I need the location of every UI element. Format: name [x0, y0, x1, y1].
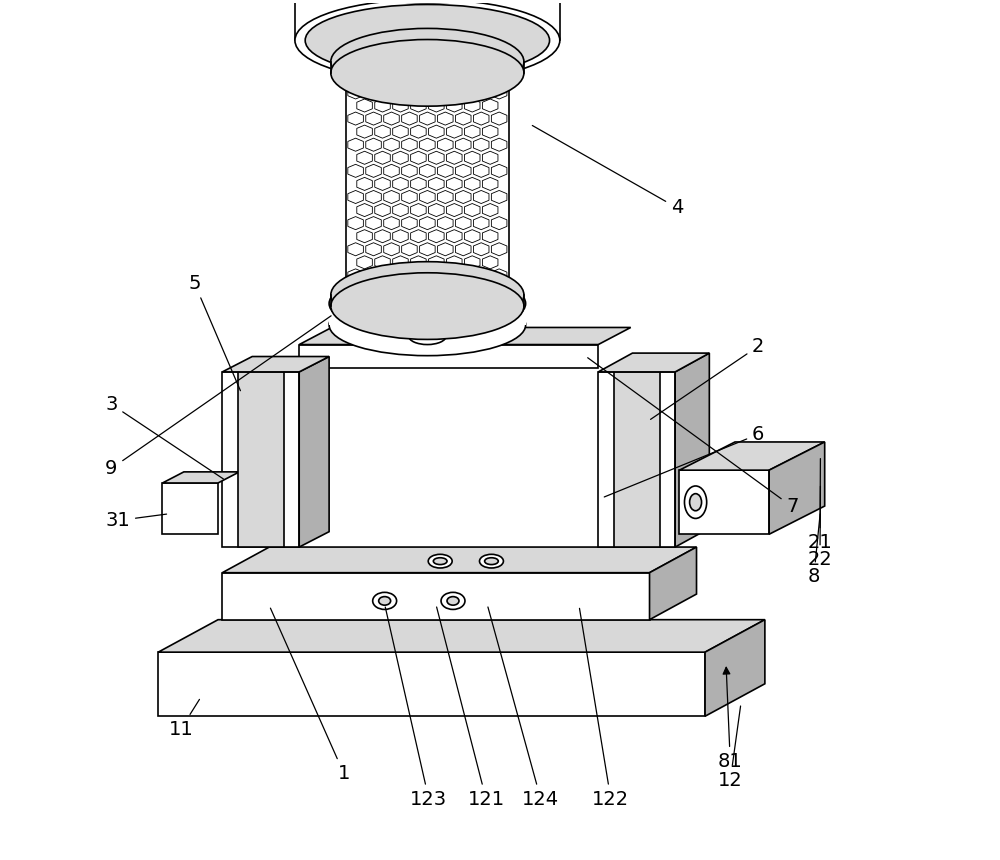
Polygon shape [162, 472, 239, 483]
Bar [162, 483, 218, 534]
Bar [409, 304, 446, 336]
Ellipse shape [331, 40, 524, 106]
Bar [299, 345, 598, 367]
Polygon shape [650, 547, 697, 620]
Text: 22: 22 [808, 486, 832, 569]
Bar [614, 372, 660, 547]
Text: 12: 12 [718, 706, 743, 789]
Ellipse shape [305, 4, 550, 77]
Text: 405: 405 [0, 859, 1, 860]
Bar [158, 652, 705, 716]
Ellipse shape [346, 47, 509, 99]
Ellipse shape [329, 294, 526, 356]
Polygon shape [598, 353, 709, 372]
Polygon shape [329, 304, 526, 325]
Ellipse shape [479, 555, 503, 568]
Text: 81: 81 [718, 667, 743, 771]
Text: 31: 31 [105, 511, 167, 530]
Text: 11: 11 [168, 699, 199, 739]
Text: 21: 21 [808, 458, 832, 552]
Ellipse shape [409, 295, 446, 312]
Ellipse shape [329, 273, 526, 335]
Ellipse shape [428, 555, 452, 568]
Text: 6: 6 [604, 425, 764, 497]
Ellipse shape [373, 593, 397, 610]
Polygon shape [679, 442, 825, 470]
Bar [222, 372, 299, 547]
Bar [679, 470, 769, 534]
Polygon shape [769, 442, 825, 534]
Text: 123: 123 [385, 607, 447, 808]
Ellipse shape [379, 597, 391, 605]
Polygon shape [675, 353, 709, 547]
Polygon shape [222, 547, 697, 573]
Ellipse shape [433, 558, 447, 564]
Text: 122: 122 [579, 608, 629, 808]
Ellipse shape [295, 0, 560, 82]
Ellipse shape [684, 486, 707, 519]
Ellipse shape [331, 28, 524, 95]
Ellipse shape [485, 558, 498, 564]
Text: 2: 2 [651, 337, 764, 420]
Polygon shape [705, 620, 765, 716]
Text: 1: 1 [270, 608, 350, 783]
Text: 5: 5 [188, 273, 240, 390]
Ellipse shape [447, 597, 459, 605]
Bar [222, 573, 650, 620]
Text: 8: 8 [808, 514, 820, 587]
Polygon shape [158, 620, 765, 652]
Ellipse shape [331, 261, 524, 329]
Text: 124: 124 [488, 607, 559, 808]
Text: 7: 7 [588, 358, 799, 516]
Polygon shape [299, 328, 631, 345]
Bar [238, 372, 284, 547]
Ellipse shape [441, 593, 465, 610]
Ellipse shape [295, 0, 560, 3]
Text: 405: 405 [0, 859, 1, 860]
Bar [598, 372, 675, 547]
Ellipse shape [331, 273, 524, 340]
Text: 9: 9 [105, 316, 331, 478]
Ellipse shape [409, 328, 446, 345]
Ellipse shape [690, 494, 702, 511]
Text: 3: 3 [105, 395, 223, 479]
Text: 4: 4 [532, 126, 683, 218]
Polygon shape [222, 357, 329, 372]
Text: 121: 121 [437, 607, 505, 808]
Polygon shape [299, 357, 329, 547]
Ellipse shape [346, 269, 509, 321]
